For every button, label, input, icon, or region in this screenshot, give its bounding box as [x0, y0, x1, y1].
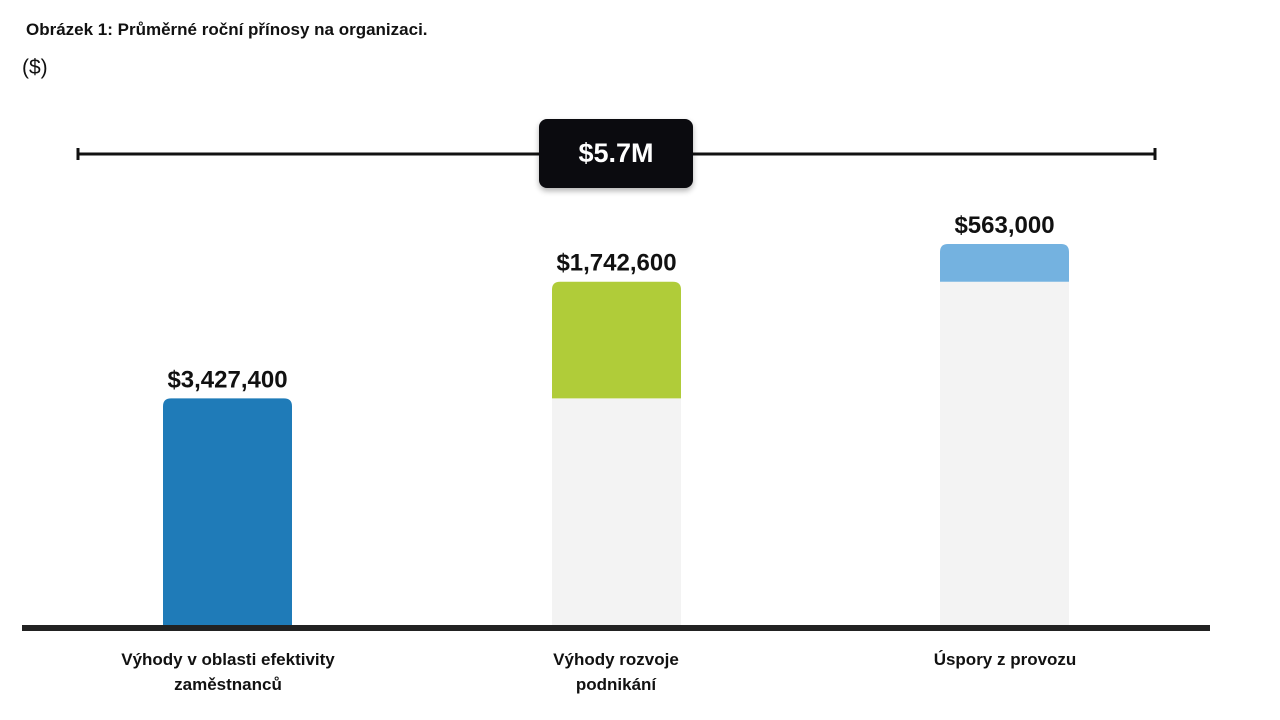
bar-base-2	[940, 281, 1069, 628]
bar-1	[552, 281, 681, 399]
data-label-0: $3,427,400	[167, 366, 287, 393]
bar-2	[940, 244, 1069, 282]
bar-base-1	[552, 398, 681, 628]
total-badge: $5.7M	[539, 119, 693, 188]
category-label-text: Výhody rozvoje podnikání	[553, 650, 679, 694]
category-label: Výhody v oblasti efektivity zaměstnanců	[98, 647, 358, 697]
category-label: Výhody rozvoje podnikání	[486, 647, 746, 697]
y-axis-unit-label: ($)	[22, 56, 48, 79]
category-label-text: Výhody v oblasti efektivity zaměstnanců	[121, 650, 335, 694]
category-label-text: Úspory z provozu	[933, 650, 1077, 669]
category-label: Úspory z provozu	[875, 647, 1135, 672]
chart-title: Obrázek 1: Průměrné roční přínosy na org…	[26, 20, 428, 39]
bar-0	[163, 398, 292, 628]
data-label-1: $1,742,600	[556, 250, 676, 277]
data-label-2: $563,000	[954, 212, 1054, 239]
